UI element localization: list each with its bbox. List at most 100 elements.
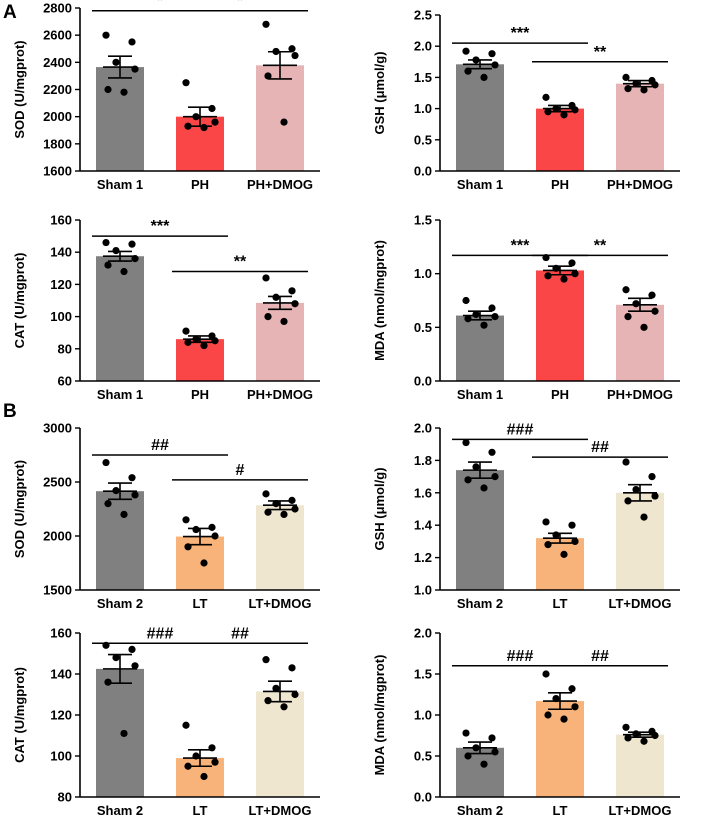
data-point (632, 730, 640, 738)
data-point (120, 88, 128, 96)
bar (616, 304, 664, 381)
data-point (128, 474, 136, 482)
data-point (491, 748, 499, 756)
data-point (104, 85, 112, 94)
data-point (571, 270, 579, 278)
data-point (112, 654, 120, 662)
significance-label: * (157, 0, 164, 10)
data-point (622, 73, 630, 81)
data-point (488, 734, 496, 742)
significance-label: ## (591, 439, 609, 456)
category-label: Sham 2 (457, 596, 503, 611)
bar (96, 256, 144, 381)
y-tick-label: 100 (50, 309, 72, 324)
data-point (560, 275, 568, 283)
y-tick-label: 1.5 (414, 70, 432, 85)
bar (456, 747, 504, 797)
category-label: PH (551, 177, 569, 192)
significance-label: * (237, 0, 244, 10)
data-point (552, 105, 560, 113)
data-point (262, 656, 270, 664)
data-point (624, 313, 632, 321)
y-tick-label: 1.0 (414, 708, 432, 723)
data-point (488, 304, 496, 312)
data-point (622, 723, 630, 731)
data-point (291, 300, 299, 308)
data-point (560, 111, 568, 119)
y-tick-label: 2800 (43, 1, 72, 16)
data-point (182, 327, 190, 335)
chart-2: 0.0 0.5 1.0 1.5 2.0 2.5 GSH (μmol/g) Sham 1 PH PH… (372, 8, 680, 192)
data-point (640, 323, 648, 331)
charts-container: 1600 1800 2000 2200 2400 2600 2800 SOD (U/mgpro… (12, 0, 680, 818)
category-label: Sham 1 (457, 387, 503, 402)
data-point (648, 291, 656, 299)
data-point (208, 744, 216, 752)
data-point (264, 697, 272, 705)
y-tick-label: 1800 (43, 136, 72, 151)
data-point (131, 255, 139, 263)
data-point (104, 261, 112, 269)
y-tick-label: 1500 (43, 583, 72, 598)
data-point (112, 487, 120, 495)
data-point (464, 476, 472, 484)
data-point (128, 645, 136, 654)
data-point (128, 38, 136, 46)
data-point (211, 337, 219, 345)
data-point (472, 744, 480, 752)
bar (616, 734, 664, 797)
category-label: Sham 2 (457, 803, 503, 818)
significance-label: ## (151, 437, 169, 454)
data-point (542, 93, 550, 101)
category-label: LT+DMOG (609, 803, 672, 818)
data-point (651, 81, 659, 89)
data-point (288, 496, 296, 504)
data-point (112, 58, 120, 66)
y-axis-label: CAT (U/mgprot) (12, 253, 27, 349)
data-point (491, 313, 499, 321)
category-label: LT (193, 803, 208, 818)
y-axis-label: MDA (nmol/mgprot) (372, 240, 387, 361)
y-tick-label: 2500 (43, 475, 72, 490)
category-label: LT+DMOG (609, 596, 672, 611)
data-point (651, 307, 659, 315)
y-axis-label: SOD (U/mgprot) (12, 40, 27, 138)
bar (456, 315, 504, 381)
y-axis-label: GSH (μmol/g) (372, 51, 387, 134)
bar (456, 64, 504, 171)
data-point (272, 500, 280, 508)
y-tick-label: 160 (50, 626, 72, 641)
bar (256, 302, 304, 381)
data-point (568, 259, 576, 267)
data-point (464, 315, 472, 323)
data-point (640, 513, 648, 521)
bar (536, 701, 584, 797)
y-tick-label: 0.0 (414, 374, 432, 389)
y-tick-label: 1.0 (414, 266, 432, 281)
significance-label: # (236, 462, 245, 479)
category-label: PH (191, 177, 209, 192)
bar (96, 491, 144, 590)
data-point (184, 338, 192, 346)
bar (616, 492, 664, 590)
data-point (632, 485, 640, 494)
bar (536, 108, 584, 171)
chart-6: 1.0 1.2 1.4 1.6 1.8 2.0 GSH (μmol/g) Sham 2 LT LT… (372, 421, 680, 611)
data-point (128, 240, 136, 248)
y-tick-label: 160 (50, 213, 72, 228)
data-point (571, 106, 579, 114)
data-point (480, 73, 488, 81)
y-axis-label: GSH (μmol/g) (372, 467, 387, 550)
data-point (192, 752, 200, 760)
y-tick-label: 1.4 (414, 518, 433, 533)
data-point (102, 238, 110, 247)
data-point (200, 559, 208, 567)
bar (616, 83, 664, 171)
data-point (542, 670, 550, 678)
category-label: Sham 2 (97, 803, 143, 818)
data-point (288, 664, 296, 672)
data-point (272, 293, 280, 301)
data-point (280, 510, 288, 518)
y-tick-label: 120 (50, 708, 72, 723)
y-tick-label: 3000 (43, 421, 72, 436)
